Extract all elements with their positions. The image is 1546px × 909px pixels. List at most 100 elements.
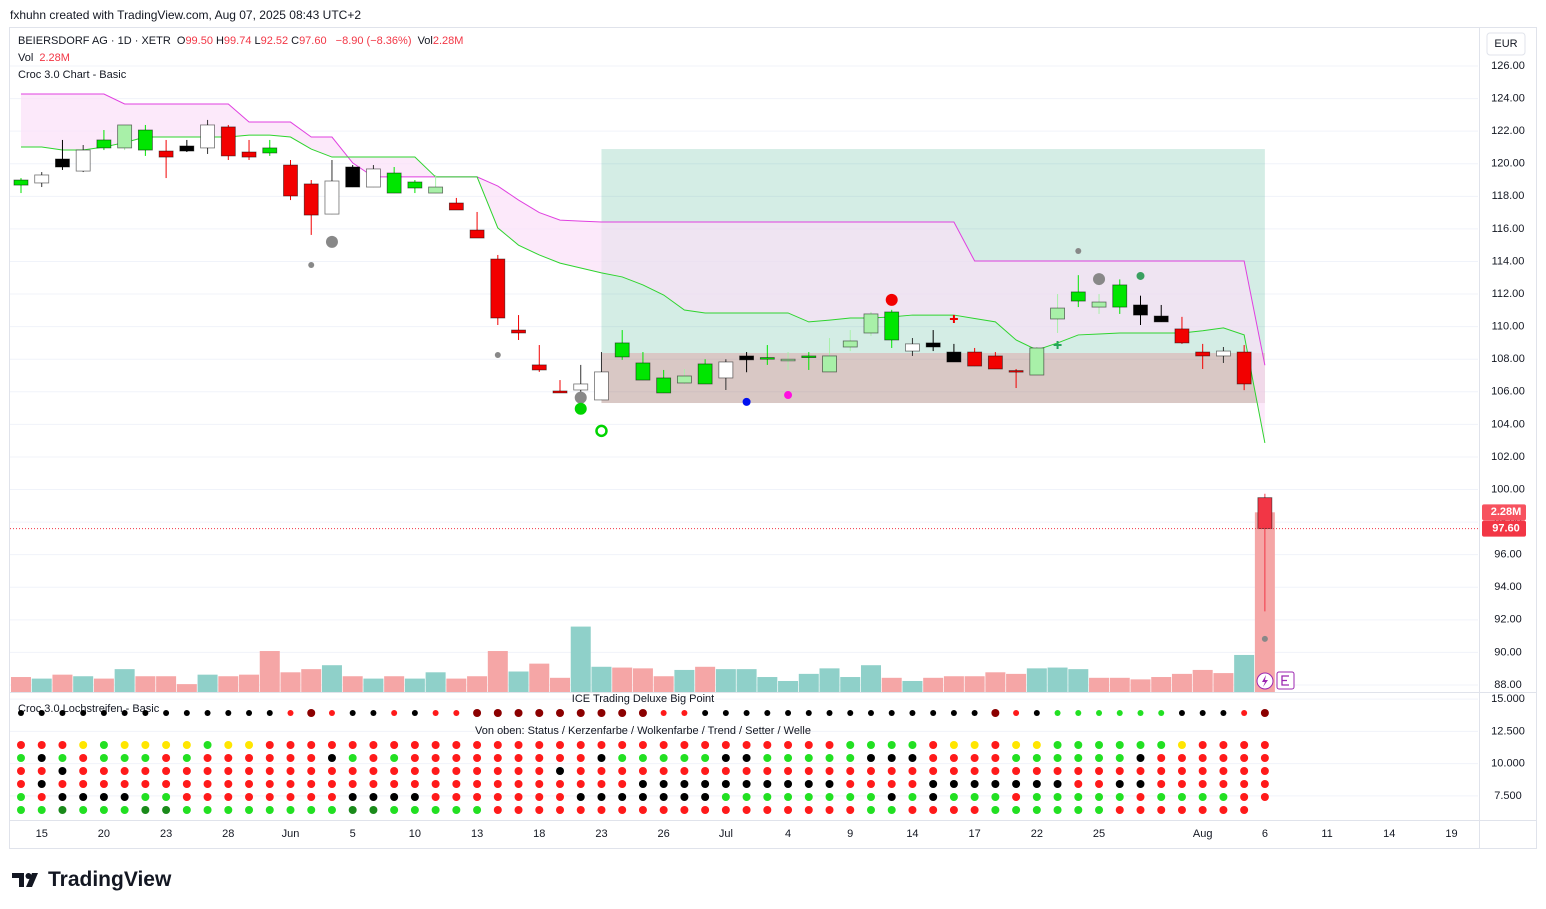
status-dot xyxy=(16,754,25,762)
status-dot xyxy=(680,741,689,749)
candle-body xyxy=(1091,301,1107,308)
volume-label: 2.28M xyxy=(1491,506,1522,518)
marker xyxy=(308,262,315,269)
status-dot xyxy=(452,793,461,801)
status-dot xyxy=(597,741,606,749)
status-dot xyxy=(1074,741,1083,749)
status-dot xyxy=(79,806,88,814)
candle-body xyxy=(946,351,962,363)
status-dot xyxy=(431,806,440,814)
status-dot xyxy=(307,767,316,775)
volume-bar xyxy=(1109,677,1130,692)
x-tick-label: 11 xyxy=(1321,828,1332,840)
status-dot xyxy=(1095,741,1104,749)
big-point-dot xyxy=(764,710,771,716)
status-dot xyxy=(410,741,419,749)
status-dot xyxy=(991,767,1000,775)
status-dot xyxy=(763,767,772,775)
status-dot xyxy=(182,793,191,801)
status-dot xyxy=(431,780,440,788)
big-point-dot xyxy=(556,709,565,717)
status-dot xyxy=(99,793,108,801)
ohlc-value: 99.50 xyxy=(185,35,213,47)
status-dot xyxy=(535,754,544,762)
candle-body xyxy=(594,371,609,401)
status-dot xyxy=(1053,754,1062,762)
status-dot xyxy=(1074,780,1083,788)
status-dot xyxy=(452,767,461,775)
candle-body xyxy=(552,390,568,394)
status-dot xyxy=(1032,793,1041,801)
status-dot xyxy=(473,793,482,801)
status-dot xyxy=(866,767,875,775)
status-dot xyxy=(866,780,875,788)
big-point-dot xyxy=(1116,710,1123,716)
status-dot xyxy=(514,806,523,814)
marker xyxy=(595,424,608,438)
marker xyxy=(574,402,587,415)
status-dot xyxy=(804,806,813,814)
candle-body xyxy=(324,180,340,215)
candle-body xyxy=(531,364,547,371)
y-tick-label: 7.500 xyxy=(1494,790,1522,802)
candle-body xyxy=(925,342,941,348)
candle-body xyxy=(200,124,215,149)
status-dot xyxy=(79,793,88,801)
status-dot xyxy=(1074,793,1083,801)
big-point-dot xyxy=(1137,710,1144,716)
status-dot xyxy=(556,806,565,814)
status-dot xyxy=(203,741,212,749)
status-dot xyxy=(286,806,295,814)
status-dot xyxy=(721,767,730,775)
volume-bar xyxy=(93,678,114,692)
candle-body xyxy=(635,362,651,381)
status-dot xyxy=(576,754,585,762)
status-dot xyxy=(410,754,419,762)
status-dot xyxy=(618,754,627,762)
status-dot xyxy=(784,780,793,788)
status-dot xyxy=(369,806,378,814)
volume-legend: Vol 2.28M xyxy=(18,52,73,64)
status-dot xyxy=(37,806,46,814)
volume-bar xyxy=(301,669,322,692)
status-dot xyxy=(1095,780,1104,788)
status-dot xyxy=(763,741,772,749)
volume-bar xyxy=(467,676,488,692)
status-dot xyxy=(1177,754,1186,762)
status-dot xyxy=(1177,806,1186,814)
x-tick-label: 18 xyxy=(533,828,545,840)
status-dot xyxy=(1053,793,1062,801)
status-dot xyxy=(576,793,585,801)
candle-body xyxy=(220,126,236,157)
status-dot xyxy=(556,793,565,801)
candle-body xyxy=(967,351,983,367)
status-dot xyxy=(514,767,523,775)
status-dot xyxy=(348,793,357,801)
status-dot xyxy=(804,780,813,788)
status-dot xyxy=(369,754,378,762)
status-dot xyxy=(1115,780,1124,788)
status-dot xyxy=(493,741,502,749)
status-dot xyxy=(576,767,585,775)
status-dot xyxy=(825,806,834,814)
status-dot xyxy=(307,780,316,788)
status-dot xyxy=(1032,780,1041,788)
y-tick-label: 110.00 xyxy=(1492,321,1525,333)
big-point-dot xyxy=(142,710,149,716)
status-dot xyxy=(79,741,88,749)
x-tick-label: 6 xyxy=(1262,828,1268,840)
status-dot xyxy=(556,767,565,775)
x-tick-label: 23 xyxy=(160,828,172,840)
status-dot xyxy=(307,754,316,762)
x-tick-label: 14 xyxy=(1383,828,1395,840)
status-dot xyxy=(348,780,357,788)
status-dot xyxy=(410,780,419,788)
big-point-dot xyxy=(1054,710,1061,716)
big-point-dot xyxy=(514,709,523,717)
status-dot xyxy=(203,780,212,788)
status-dot xyxy=(16,767,25,775)
y-tick-label: 104.00 xyxy=(1491,418,1525,430)
status-dot xyxy=(784,741,793,749)
status-dot xyxy=(58,741,67,749)
status-dot xyxy=(493,754,502,762)
